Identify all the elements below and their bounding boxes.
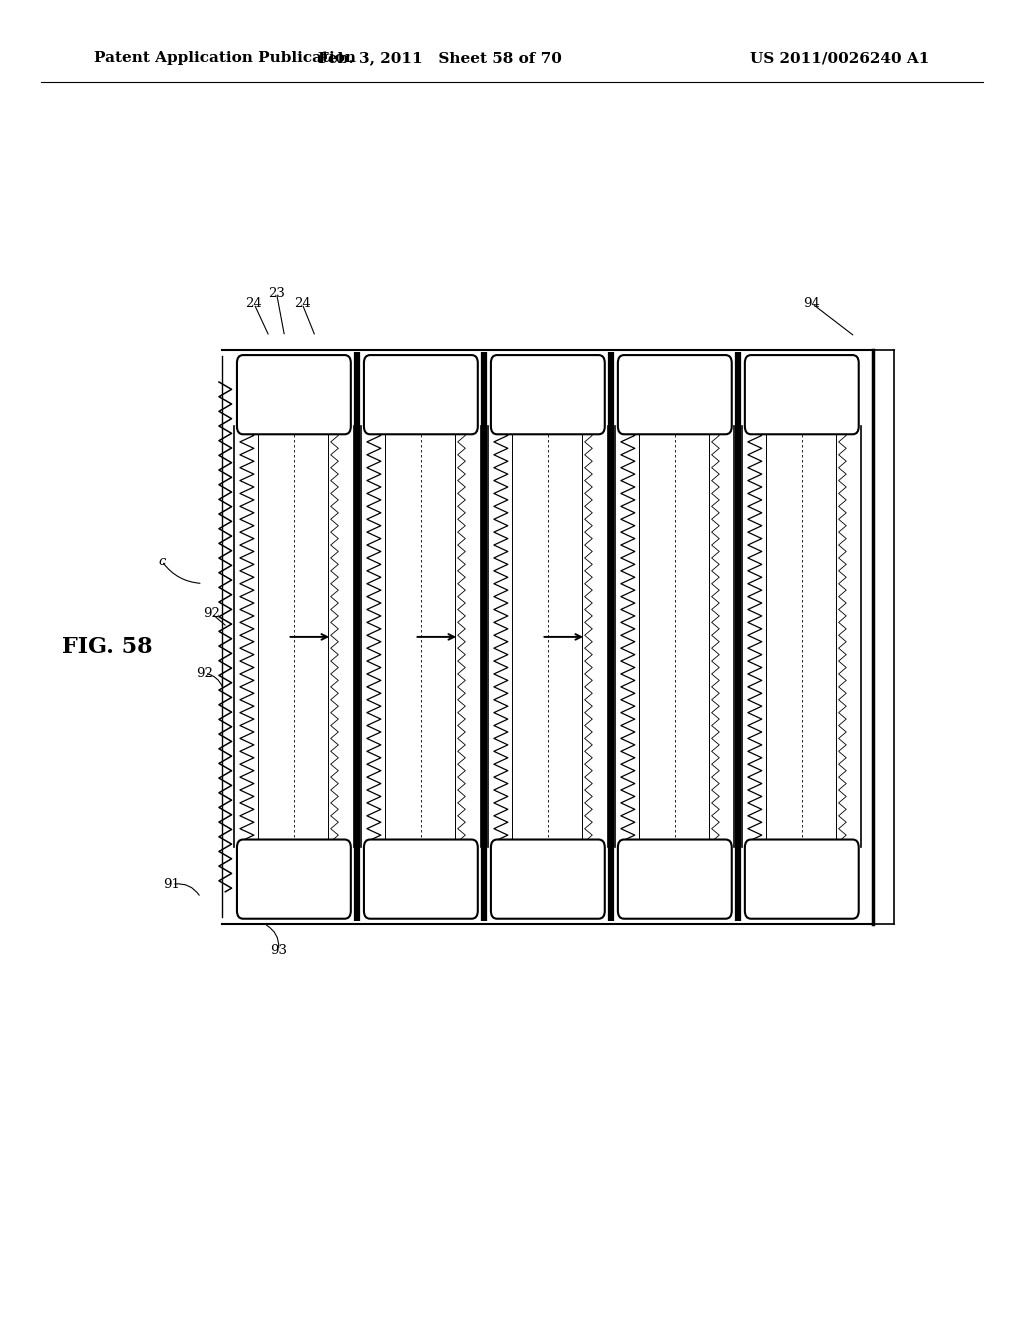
FancyBboxPatch shape bbox=[744, 355, 859, 434]
FancyBboxPatch shape bbox=[364, 840, 478, 919]
FancyBboxPatch shape bbox=[237, 840, 351, 919]
FancyBboxPatch shape bbox=[617, 355, 732, 434]
Text: 24: 24 bbox=[294, 297, 310, 310]
Text: Feb. 3, 2011   Sheet 58 of 70: Feb. 3, 2011 Sheet 58 of 70 bbox=[318, 51, 562, 65]
Text: 92: 92 bbox=[204, 607, 220, 620]
Text: FIG. 58: FIG. 58 bbox=[62, 636, 153, 657]
Text: Patent Application Publication: Patent Application Publication bbox=[94, 51, 356, 65]
FancyBboxPatch shape bbox=[364, 355, 478, 434]
Text: 23: 23 bbox=[268, 286, 285, 300]
Text: c: c bbox=[158, 554, 166, 568]
Text: 94: 94 bbox=[804, 297, 820, 310]
FancyBboxPatch shape bbox=[490, 355, 605, 434]
Text: 93: 93 bbox=[270, 944, 287, 957]
FancyBboxPatch shape bbox=[744, 840, 859, 919]
FancyBboxPatch shape bbox=[617, 840, 732, 919]
Text: 91: 91 bbox=[164, 878, 180, 891]
Text: 92: 92 bbox=[197, 667, 213, 680]
FancyBboxPatch shape bbox=[490, 840, 605, 919]
Text: 24: 24 bbox=[246, 297, 262, 310]
Text: US 2011/0026240 A1: US 2011/0026240 A1 bbox=[750, 51, 930, 65]
FancyBboxPatch shape bbox=[237, 355, 351, 434]
